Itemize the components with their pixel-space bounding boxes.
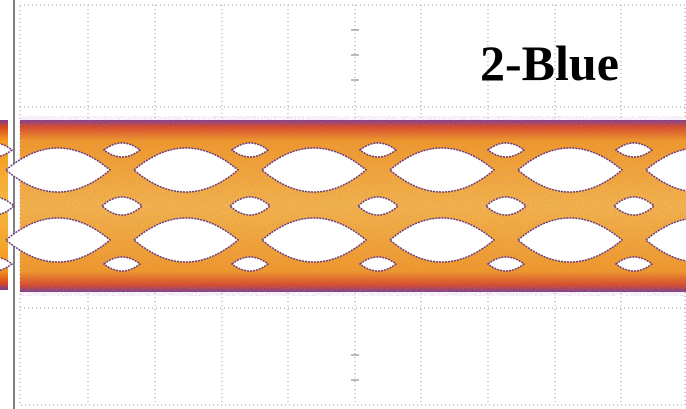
eye bbox=[0, 143, 14, 157]
eye bbox=[644, 148, 686, 192]
eye bbox=[100, 196, 144, 216]
eye bbox=[0, 257, 14, 271]
eye bbox=[516, 147, 624, 193]
eye bbox=[230, 142, 270, 158]
eye bbox=[516, 217, 624, 263]
eye bbox=[230, 256, 270, 272]
eye bbox=[614, 256, 654, 272]
eye bbox=[484, 196, 528, 216]
eye bbox=[4, 147, 112, 193]
eye-openings bbox=[0, 142, 686, 272]
eye bbox=[132, 147, 240, 193]
eye bbox=[486, 142, 526, 158]
eye bbox=[614, 142, 654, 158]
eye bbox=[132, 217, 240, 263]
eye bbox=[486, 256, 526, 272]
eye bbox=[644, 218, 686, 262]
eye bbox=[358, 142, 398, 158]
eye bbox=[260, 147, 368, 193]
eye bbox=[260, 217, 368, 263]
eye bbox=[0, 197, 16, 215]
eye bbox=[356, 196, 400, 216]
eye bbox=[358, 256, 398, 272]
eye bbox=[102, 142, 142, 158]
eye bbox=[4, 217, 112, 263]
eye bbox=[388, 217, 496, 263]
eye bbox=[102, 256, 142, 272]
eye bbox=[388, 147, 496, 193]
eye bbox=[228, 196, 272, 216]
eye bbox=[612, 196, 656, 216]
channel-label: 2-Blue bbox=[480, 35, 619, 91]
